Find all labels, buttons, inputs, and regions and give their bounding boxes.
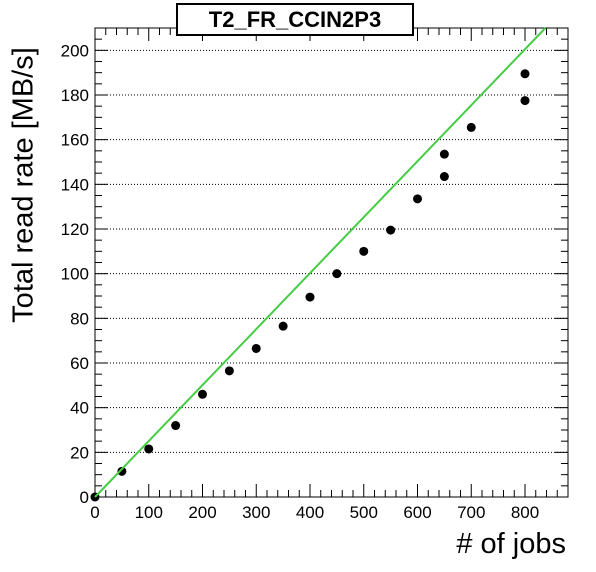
data-point-12	[413, 194, 422, 204]
tick-labels: 0 20 40 60 80 100 120 140 160 180 200 0 100 200 300 400…	[61, 41, 540, 522]
y-axis-label: Total read rate [MB/s]	[7, 47, 40, 323]
x-tick-label-600: 600	[403, 503, 431, 522]
data-point-9	[332, 269, 342, 279]
data-point-1	[117, 466, 127, 476]
x-tick-label-300: 300	[242, 503, 270, 522]
y-tick-label-100: 100	[61, 265, 89, 284]
data-point-16	[520, 96, 530, 106]
fit-line	[94, 27, 547, 498]
x-tick-label-100: 100	[135, 503, 163, 522]
data-point-8	[305, 292, 315, 302]
y-tick-label-140: 140	[61, 175, 89, 194]
y-tick-label-0: 0	[80, 488, 89, 507]
data-point-7	[278, 321, 288, 331]
tick-marks	[94, 27, 569, 498]
data-series	[90, 27, 547, 502]
data-point-14	[439, 149, 449, 159]
y-tick-label-40: 40	[70, 399, 89, 418]
data-point-4	[198, 389, 207, 399]
data-point-5	[224, 366, 234, 376]
y-tick-label-80: 80	[70, 309, 89, 328]
x-tick-label-0: 0	[90, 503, 99, 522]
grid-lines	[95, 49, 568, 453]
y-tick-label-120: 120	[61, 220, 89, 239]
y-tick-label-180: 180	[61, 86, 89, 105]
chart-title: T2_FR_CCIN2P3	[176, 3, 414, 36]
axes	[94, 27, 569, 498]
y-tick-label-20: 20	[70, 443, 89, 462]
x-axis-label: # of jobs	[456, 528, 566, 560]
data-point-2	[144, 444, 154, 454]
y-tick-label-200: 200	[61, 41, 89, 60]
data-point-6	[251, 343, 261, 353]
plot-frame	[94, 27, 569, 498]
data-point-10	[359, 246, 369, 256]
data-point-13	[439, 172, 449, 182]
y-tick-label-160: 160	[61, 131, 89, 150]
data-point-17	[520, 69, 530, 79]
y-tick-label-60: 60	[70, 354, 89, 373]
x-tick-label-800: 800	[511, 503, 539, 522]
data-point-3	[171, 421, 181, 431]
data-point-11	[386, 225, 396, 235]
x-tick-label-500: 500	[350, 503, 378, 522]
x-tick-label-400: 400	[296, 503, 324, 522]
data-point-15	[466, 122, 476, 132]
x-tick-label-700: 700	[457, 503, 485, 522]
x-tick-label-200: 200	[188, 503, 216, 522]
